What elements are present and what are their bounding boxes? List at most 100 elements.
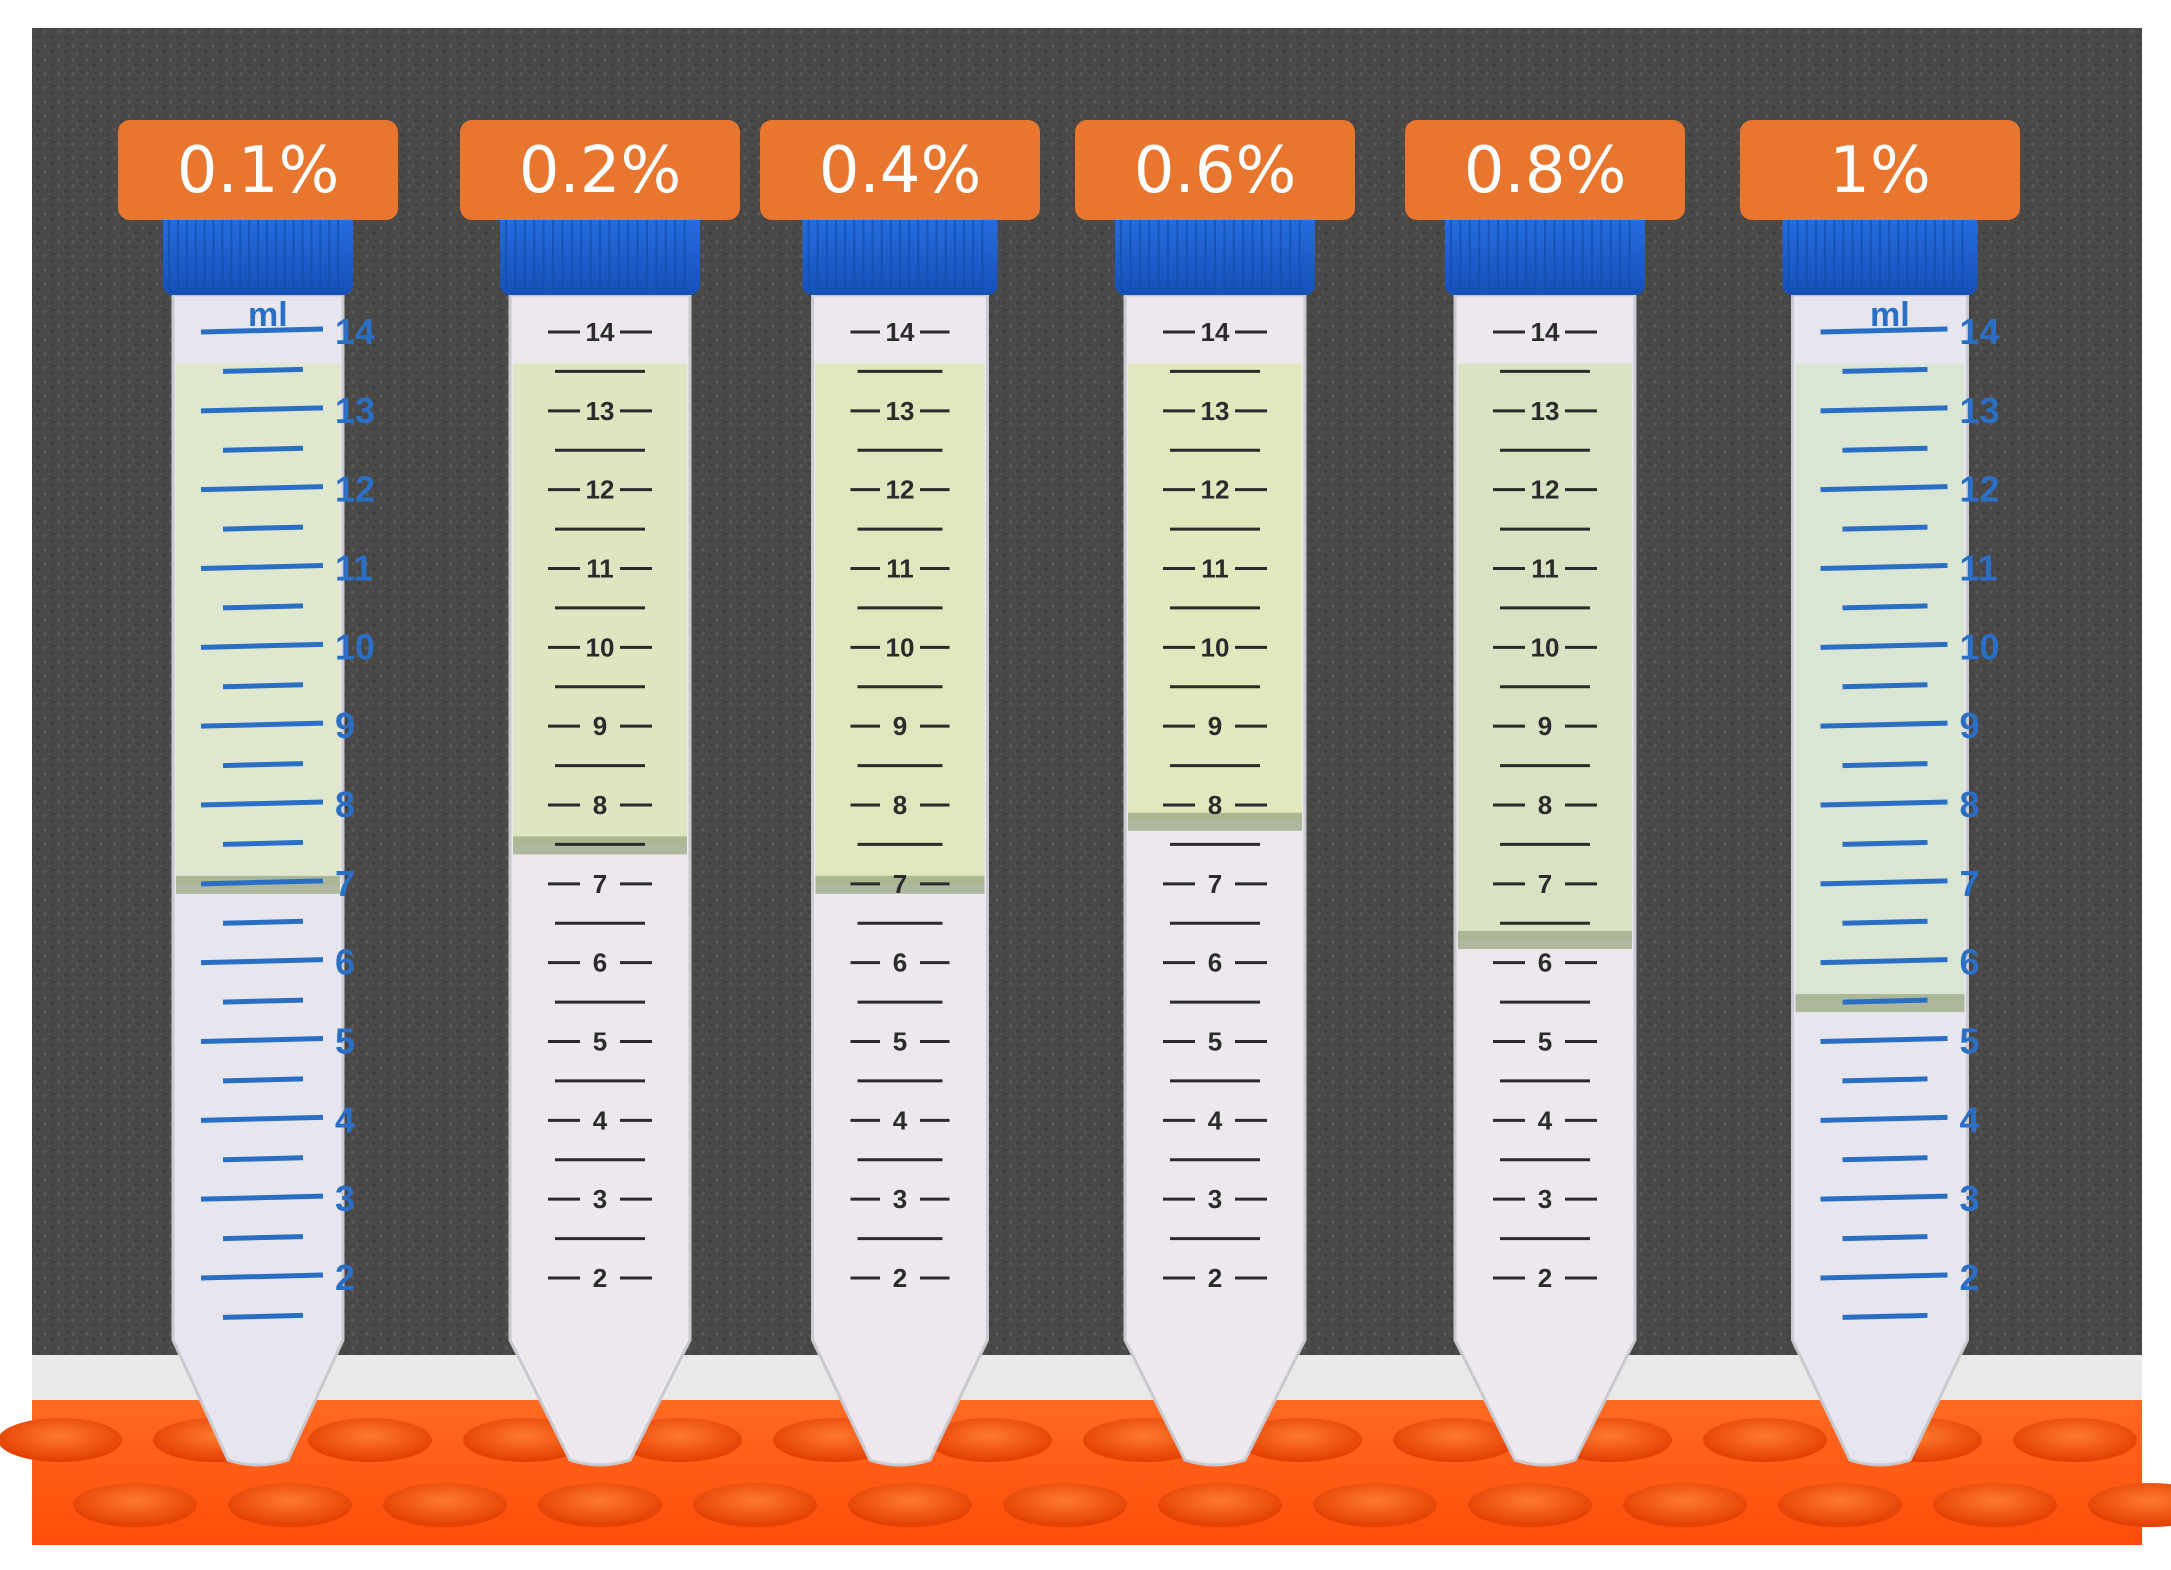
graduation-label: 9 <box>893 711 907 741</box>
graduation-line <box>200 326 324 335</box>
concentration-badge <box>460 120 740 220</box>
graduation-label: 7 <box>1208 869 1222 899</box>
graduation-label: 13 <box>1531 396 1560 426</box>
graduation-line <box>1820 799 1948 808</box>
graduation-label: 14 <box>886 317 915 347</box>
graduation-label: 6 <box>1538 948 1552 978</box>
phase-interface-band <box>815 875 985 894</box>
graduation-label: 4 <box>1538 1105 1553 1135</box>
graduation-label: 11 <box>1531 554 1559 584</box>
rack-hole <box>1393 1418 1517 1462</box>
graduation-label: 7 <box>1538 869 1552 899</box>
graduation-label: 12 <box>1531 475 1560 505</box>
graduation-label: 9 <box>593 711 607 741</box>
graduation-label: 7 <box>1960 863 1980 904</box>
graduation-line <box>200 405 324 414</box>
graduation-half-line <box>1842 761 1928 769</box>
graduation-label: 11 <box>586 554 614 584</box>
graduation-line <box>1820 1114 1948 1123</box>
graduation-label: 5 <box>893 1027 907 1057</box>
graduation-label: 11 <box>1201 554 1229 584</box>
graduation-label: 5 <box>1208 1027 1222 1057</box>
graduation-line <box>200 641 324 650</box>
graduation-line <box>200 957 324 966</box>
concentration-badge <box>760 120 1040 220</box>
graduation-line <box>200 563 324 571</box>
centrifuge-tube: 14 13 12 11 10 9 8 7 6 5 4 3 2 <box>1115 205 1315 1467</box>
concentration-badge <box>1740 120 2020 220</box>
graduation-line <box>200 484 324 493</box>
graduation-label: 8 <box>335 784 355 825</box>
concentration-label: 0.8% <box>1464 134 1627 208</box>
concentration-label: 0.1% <box>177 134 340 208</box>
graduation-label: 10 <box>586 632 615 662</box>
rack-hole <box>1003 1483 1127 1527</box>
rack-hole <box>928 1418 1052 1462</box>
graduation-half-line <box>222 1076 304 1084</box>
graduation-half-line <box>1842 918 1928 926</box>
graduation-line <box>200 1272 324 1281</box>
graduation-line <box>1820 1193 1948 1202</box>
graduation-half-line <box>1842 1234 1928 1242</box>
graduation-half-line <box>222 603 304 611</box>
graduation-label: 10 <box>1960 626 2000 667</box>
rack-hole <box>1238 1418 1362 1462</box>
graduation-half-line <box>222 1312 304 1320</box>
rack-holes <box>0 1418 2171 1527</box>
graduation-line <box>1820 484 1948 493</box>
graduation-label: 11 <box>1960 548 1998 589</box>
graduation-label: 10 <box>1201 632 1230 662</box>
graduation-label: 5 <box>1960 1021 1980 1062</box>
rack-hole <box>2013 1418 2137 1462</box>
graduation-line <box>1820 563 1948 571</box>
graduation-label: 4 <box>893 1105 908 1135</box>
concentration-label: 0.6% <box>1134 134 1297 208</box>
graduation-line <box>1820 1036 1948 1044</box>
graduation-line <box>1820 957 1948 966</box>
graduation-label: 6 <box>1208 948 1222 978</box>
concentration-label: 0.2% <box>519 134 682 208</box>
graduation-half-line <box>1842 1312 1928 1320</box>
graduation-line <box>1820 405 1948 414</box>
graduation-label: 11 <box>886 554 914 584</box>
upper-phase <box>1128 363 1302 821</box>
graduation-label: 9 <box>1538 711 1552 741</box>
concentration-badge <box>118 120 398 220</box>
graduation-half-line <box>1842 603 1928 611</box>
graduation-label: 13 <box>335 390 375 431</box>
graduation-line <box>200 1114 324 1123</box>
rack-hole <box>1623 1483 1747 1527</box>
graduation-label: 9 <box>1960 705 1980 746</box>
rack-edge-strip <box>32 1355 2142 1405</box>
phase-interface-band <box>1128 812 1302 831</box>
graduation-half-line <box>222 366 304 374</box>
graduation-label: 3 <box>1538 1184 1552 1214</box>
graduation-label: 5 <box>335 1021 355 1062</box>
rack-hole <box>2088 1483 2171 1527</box>
graduation-label: 10 <box>886 632 915 662</box>
concentration-label: 0.4% <box>819 134 982 208</box>
graduation-line <box>200 720 324 729</box>
graduation-label: 6 <box>893 948 907 978</box>
graduation-half-line <box>1842 445 1928 453</box>
graduation-label: 12 <box>335 469 375 510</box>
rack-hole <box>308 1418 432 1462</box>
centrifuge-tube: 14 13 12 11 10 9 8 7 6 5 4 3 2 <box>500 205 700 1467</box>
graduation-label: 10 <box>1531 632 1560 662</box>
graduation-half-line <box>1842 997 1928 1005</box>
graduation-label: 14 <box>1960 311 2000 352</box>
graduation-line <box>1820 878 1948 887</box>
centrifuge-tube: 14 13 12 11 10 9 8 7 6 5 4 3 2 <box>802 205 998 1467</box>
centrifuge-tube: 14 13 12 11 10 9 8 7 6 5 4 3 2 ml <box>1782 205 2000 1467</box>
graduation-label: 9 <box>335 705 355 746</box>
concentration-badge <box>1405 120 1685 220</box>
rack-hole <box>1703 1418 1827 1462</box>
graduation-label: 7 <box>893 869 907 899</box>
graduation-line <box>1820 720 1948 729</box>
labels-layer: 0.1% 0.2% 0.4% 0.6% 0.8% 1% <box>118 120 2020 220</box>
graduation-label: 8 <box>893 790 907 820</box>
rack-hole <box>0 1418 122 1462</box>
graduation-label: 2 <box>1538 1263 1552 1293</box>
graduation-label: 4 <box>1960 1099 1980 1140</box>
